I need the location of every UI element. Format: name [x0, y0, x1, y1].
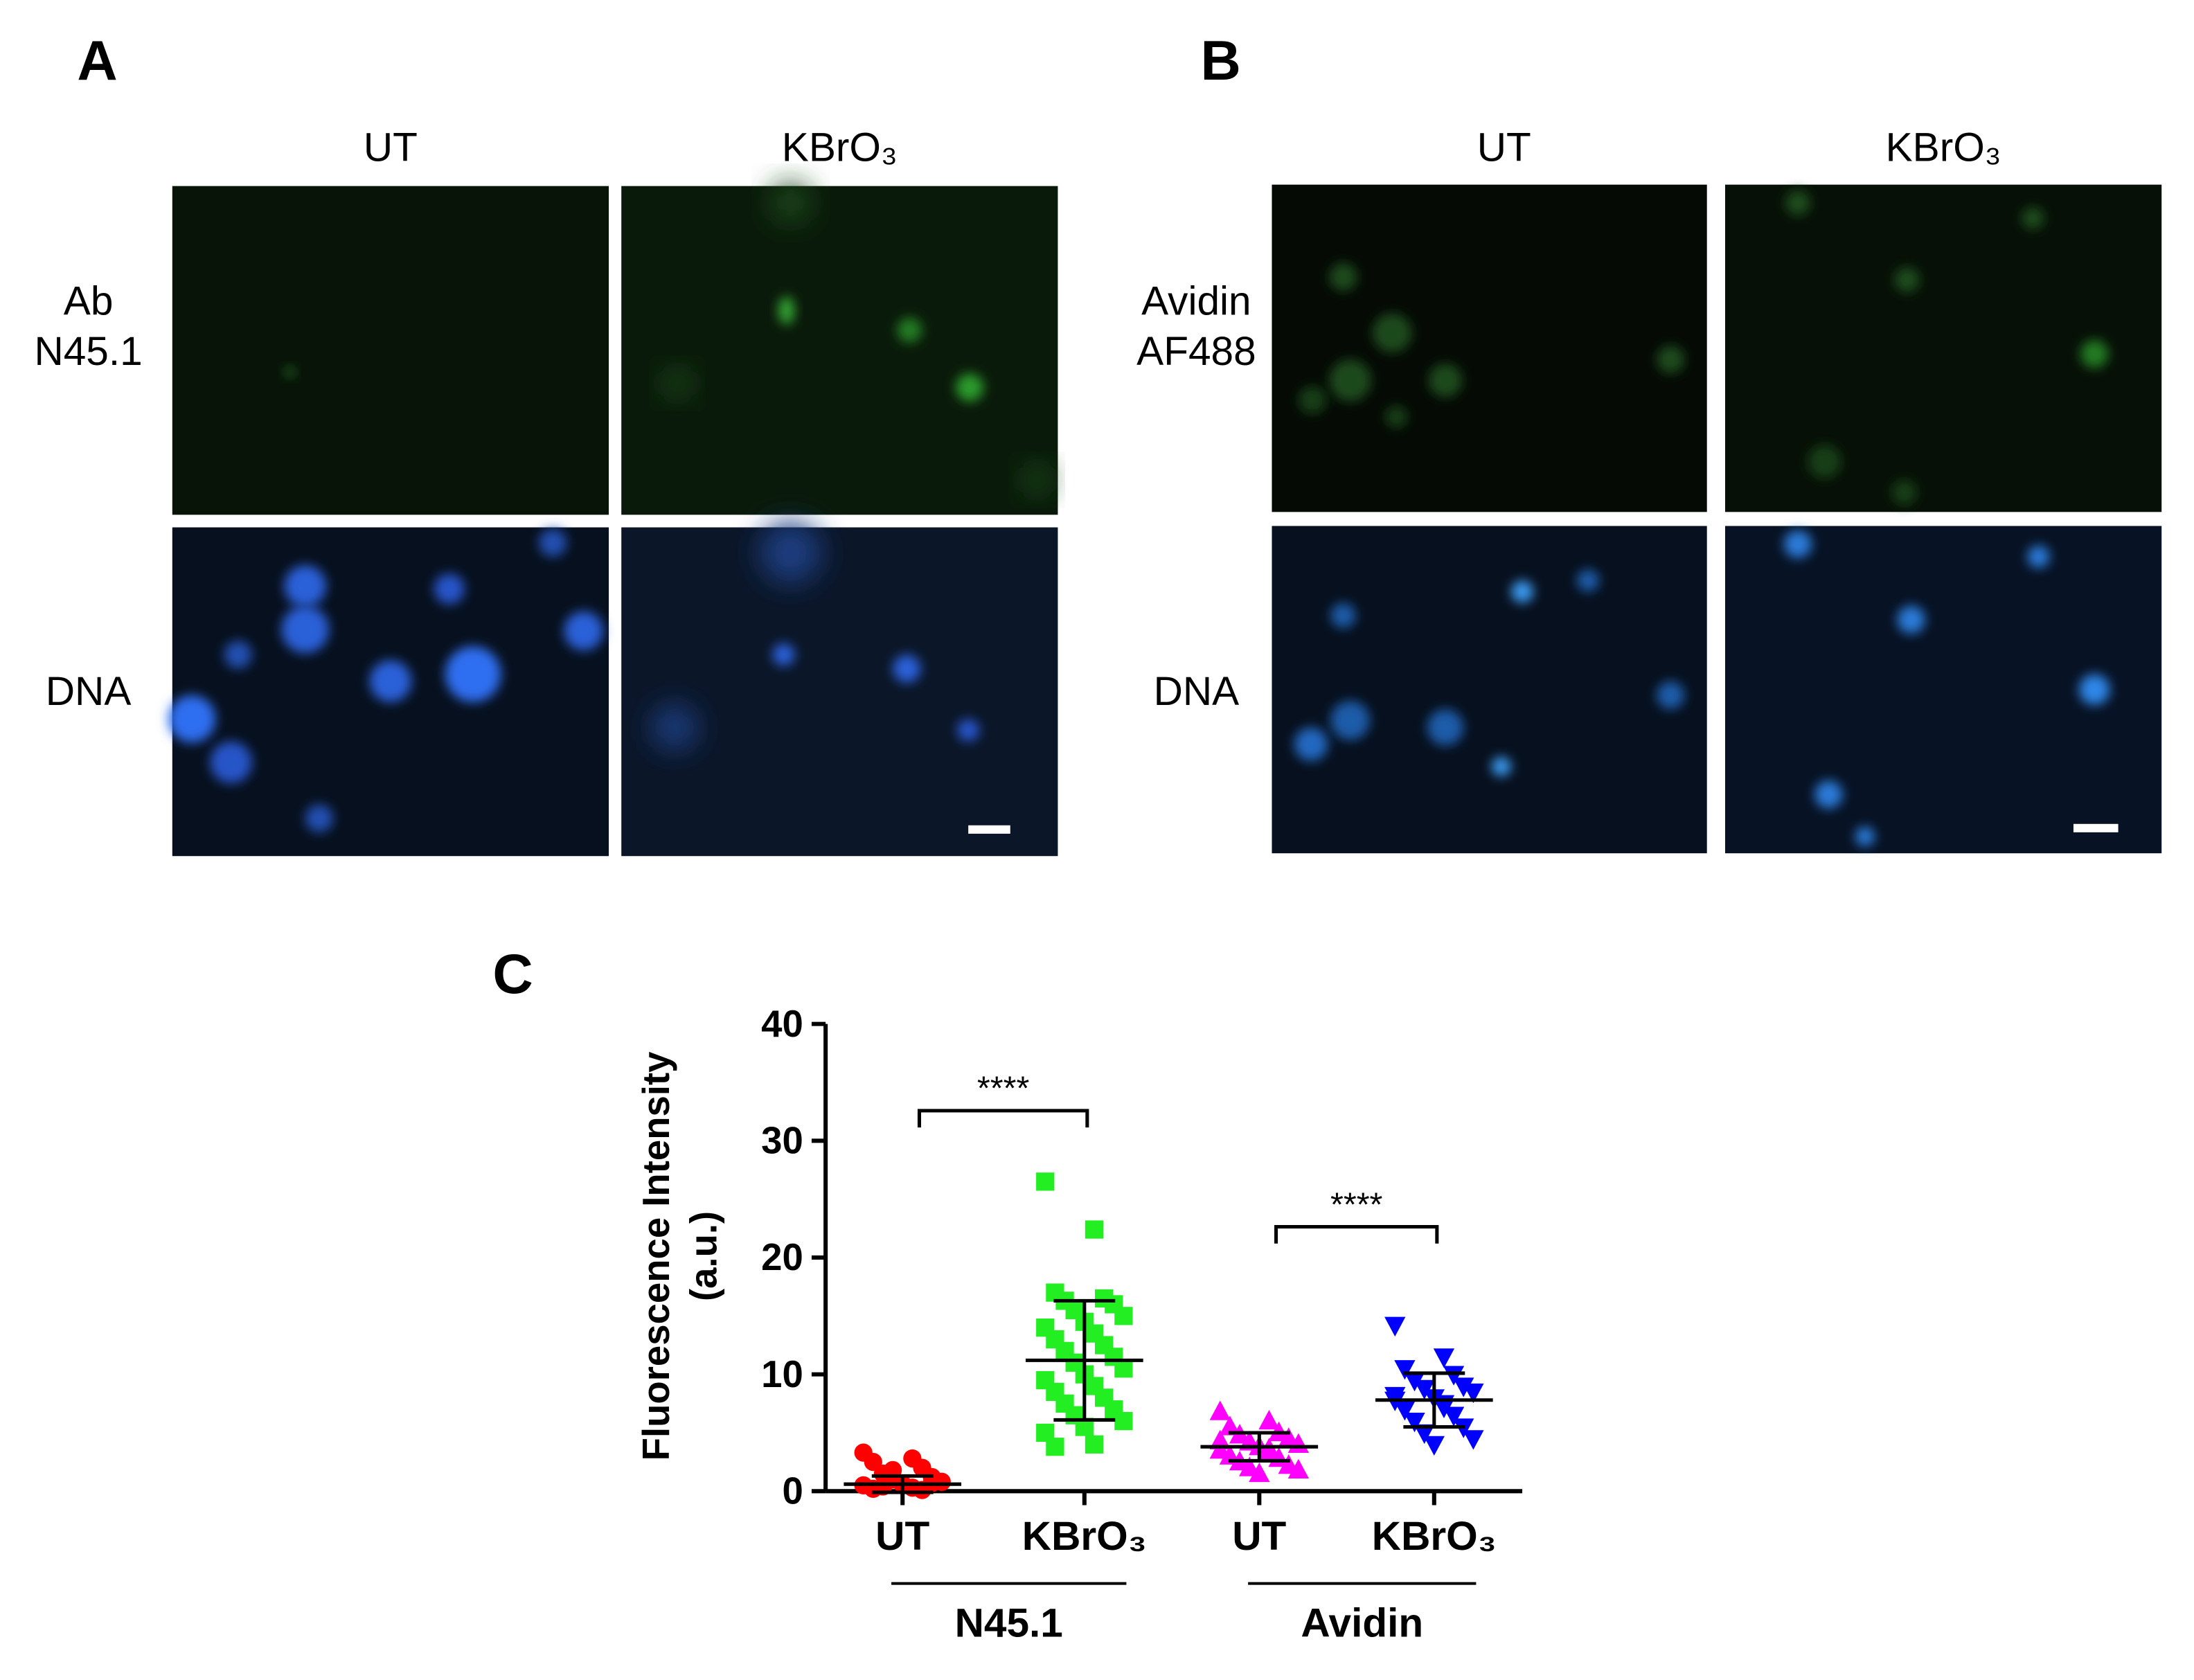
- x-tick-label: KBrO₃: [1372, 1514, 1497, 1559]
- data-point: [1209, 1429, 1231, 1449]
- y-tick-label: 30: [761, 1119, 803, 1161]
- data-point: [1036, 1172, 1055, 1191]
- column-header: UT: [1477, 125, 1531, 170]
- error-bar: [1403, 1371, 1465, 1429]
- data-point: [1287, 1458, 1310, 1479]
- error-bar: [1228, 1431, 1290, 1463]
- data-point: [1114, 1359, 1133, 1378]
- y-tick-label: 40: [761, 1003, 803, 1045]
- significance-label: ****: [977, 1070, 1030, 1107]
- data-point: [1114, 1411, 1133, 1431]
- micrograph-a-dna-ut: [168, 527, 609, 857]
- data-point: [1209, 1400, 1231, 1420]
- data-point: [1443, 1406, 1465, 1427]
- data-point: [1404, 1371, 1425, 1392]
- data-point: [1413, 1424, 1435, 1445]
- data-point: [1114, 1307, 1133, 1325]
- error-bar: [871, 1474, 934, 1494]
- row-label: DNA: [46, 669, 132, 714]
- column-header: KBrO₃: [782, 125, 898, 170]
- micrograph-a-green-kbro3: [621, 183, 1058, 515]
- row-label: Avidin: [1141, 278, 1251, 323]
- x-tick-label: UT: [875, 1514, 929, 1559]
- data-point: [1433, 1348, 1455, 1368]
- y-axis-label: (a.u.): [683, 1211, 725, 1301]
- data-point: [1404, 1412, 1425, 1433]
- panel-label: B: [1200, 30, 1240, 92]
- data-point: [1219, 1415, 1241, 1436]
- micrograph-b-dna-ut: [1272, 526, 1707, 854]
- data-point: [1443, 1366, 1465, 1386]
- micrograph-b-green-ut: [1272, 184, 1707, 512]
- x-tick-label: KBrO₃: [1022, 1514, 1147, 1559]
- row-label: AF488: [1136, 329, 1256, 374]
- scale-bar: [2073, 823, 2119, 832]
- column-header: KBrO₃: [1886, 125, 2001, 170]
- micrograph-b-dna-kbro3: [1724, 526, 2162, 854]
- row-label: Ab: [64, 278, 114, 323]
- significance-bracket: [1274, 1225, 1439, 1244]
- x-tick-label: UT: [1232, 1514, 1286, 1559]
- data-point: [1453, 1377, 1474, 1397]
- data-point: [1384, 1386, 1406, 1407]
- significance-bracket: [917, 1109, 1089, 1128]
- y-tick-label: 0: [782, 1469, 803, 1512]
- group-label: Avidin: [1301, 1600, 1423, 1645]
- y-tick-label: 10: [761, 1353, 803, 1395]
- data-point: [1394, 1401, 1416, 1421]
- data-point: [1258, 1409, 1280, 1430]
- panel-label: C: [492, 943, 533, 1006]
- y-tick-label: 20: [761, 1236, 803, 1278]
- data-point: [1249, 1462, 1270, 1483]
- data-point: [1423, 1436, 1445, 1456]
- significance-label: ****: [1330, 1186, 1383, 1223]
- data-point: [1384, 1316, 1406, 1337]
- data-point: [1463, 1383, 1484, 1404]
- data-point: [1085, 1435, 1104, 1454]
- row-label: DNA: [1154, 669, 1240, 714]
- error-bar: [1053, 1298, 1116, 1422]
- column-header: UT: [364, 125, 418, 170]
- data-point: [1085, 1220, 1104, 1239]
- group-label: N45.1: [955, 1600, 1063, 1645]
- data-point: [1394, 1360, 1416, 1380]
- micrograph-a-dna-kbro3: [621, 521, 1058, 857]
- data-point: [1463, 1430, 1484, 1450]
- data-point: [1046, 1438, 1064, 1456]
- row-label: N45.1: [34, 329, 142, 374]
- micrograph-a-green-ut: [172, 186, 609, 515]
- data-point: [1433, 1398, 1455, 1419]
- micrograph-b-green-kbro3: [1724, 184, 2162, 512]
- scale-bar: [968, 825, 1010, 834]
- panel-label: A: [77, 30, 117, 92]
- y-axis-label: Fluorescence Intensity: [635, 1051, 677, 1460]
